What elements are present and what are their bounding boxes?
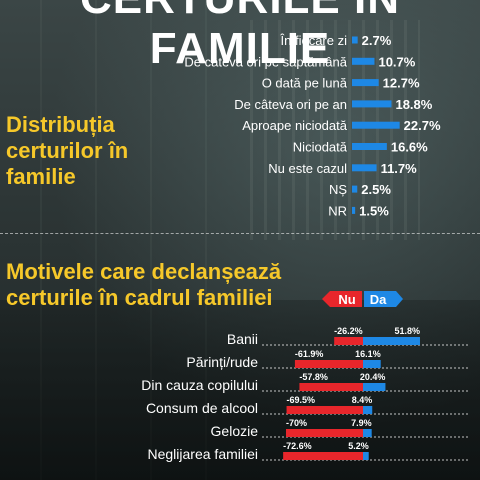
category-label: Nu este cazul bbox=[268, 161, 347, 176]
bar bbox=[352, 36, 358, 44]
legend-da-label: Da bbox=[370, 292, 387, 307]
bar bbox=[352, 121, 400, 129]
legend-nu-tag bbox=[322, 291, 362, 307]
value-label: 22.7% bbox=[404, 118, 441, 133]
section2-title-line: Motivele care declanșează bbox=[6, 259, 282, 284]
section2-title-line: certurile în cadrul familiei bbox=[6, 285, 273, 310]
category-label: NR bbox=[328, 203, 347, 218]
bar-nu bbox=[283, 452, 363, 460]
section1-title-line: Distribuția bbox=[6, 112, 115, 137]
value-label-nu: -70% bbox=[286, 418, 307, 428]
bar-nu bbox=[294, 360, 363, 368]
bar-nu bbox=[299, 383, 363, 391]
bg-stripe bbox=[150, 0, 152, 480]
bar bbox=[352, 79, 379, 87]
bg-stripe bbox=[205, 0, 207, 480]
category-label: Neglijarea familiei bbox=[148, 446, 259, 462]
value-label-da: 16.1% bbox=[355, 349, 381, 359]
category-label: O dată pe lună bbox=[262, 76, 348, 91]
bar bbox=[352, 185, 358, 193]
legend: Nu Da bbox=[322, 291, 403, 307]
value-label-nu: -26.2% bbox=[334, 326, 363, 336]
category-label: În fiecare zi bbox=[280, 33, 348, 48]
value-label-nu: -57.8% bbox=[299, 372, 328, 382]
legend-nu-label: Nu bbox=[338, 292, 355, 307]
category-label: Consum de alcool bbox=[146, 400, 258, 416]
value-label-nu: -69.5% bbox=[287, 395, 316, 405]
bar-da bbox=[363, 429, 372, 437]
bg-stripe bbox=[95, 0, 97, 480]
headline: CERTURILE ÎN FAMILIE bbox=[80, 0, 399, 73]
value-label-da: 5.2% bbox=[348, 441, 369, 451]
category-label: Gelozie bbox=[211, 423, 259, 439]
category-label: NȘ bbox=[329, 182, 347, 197]
bar-da bbox=[363, 383, 386, 391]
bar-nu bbox=[334, 337, 363, 345]
category-label: De câteva ori pe an bbox=[234, 97, 347, 112]
bg-table-shadow bbox=[0, 300, 480, 480]
value-label: 10.7% bbox=[378, 54, 415, 69]
value-label: 18.8% bbox=[395, 97, 432, 112]
bar bbox=[352, 143, 387, 150]
section1-title-line: certurilor în bbox=[6, 138, 129, 163]
bar-da bbox=[363, 452, 369, 460]
value-label: 16.6% bbox=[391, 140, 428, 155]
value-label-da: 8.4% bbox=[352, 395, 373, 405]
category-label: Niciodată bbox=[293, 140, 348, 155]
category-label: Aproape niciodată bbox=[242, 118, 348, 133]
bar-da bbox=[363, 337, 420, 345]
value-label: 2.7% bbox=[362, 33, 392, 48]
category-label: Banii bbox=[227, 331, 258, 347]
bar bbox=[352, 164, 377, 172]
value-label: 11.7% bbox=[381, 161, 418, 176]
bar bbox=[352, 206, 356, 214]
value-label-da: 20.4% bbox=[360, 372, 386, 382]
value-label: 1.5% bbox=[359, 203, 389, 218]
category-label: De câteva ori pe săptămână bbox=[184, 54, 347, 69]
section1-title-line: familie bbox=[6, 164, 76, 189]
value-label-da: 7.9% bbox=[351, 418, 372, 428]
bar-da bbox=[363, 406, 373, 414]
value-label-nu: -61.9% bbox=[295, 349, 324, 359]
value-label-nu: -72.6% bbox=[283, 441, 312, 451]
value-label: 12.7% bbox=[383, 76, 420, 91]
section1-title: Distribuția certurilor în familie bbox=[6, 112, 128, 190]
bar-da bbox=[363, 360, 381, 368]
bar-nu bbox=[286, 429, 363, 437]
value-label: 2.5% bbox=[361, 182, 391, 197]
section2-title: Motivele care declanșează certurile în c… bbox=[6, 259, 281, 311]
bar bbox=[352, 57, 375, 65]
bar bbox=[352, 100, 392, 108]
bg-stripe bbox=[40, 0, 42, 480]
window-blind bbox=[250, 20, 420, 240]
legend-da-tag bbox=[364, 291, 403, 307]
category-label: Părinți/rude bbox=[186, 354, 258, 370]
bar-nu bbox=[286, 406, 363, 414]
category-label: Din cauza copilului bbox=[141, 377, 258, 393]
section-divider bbox=[0, 233, 480, 234]
value-label-da: 51.8% bbox=[394, 326, 420, 336]
